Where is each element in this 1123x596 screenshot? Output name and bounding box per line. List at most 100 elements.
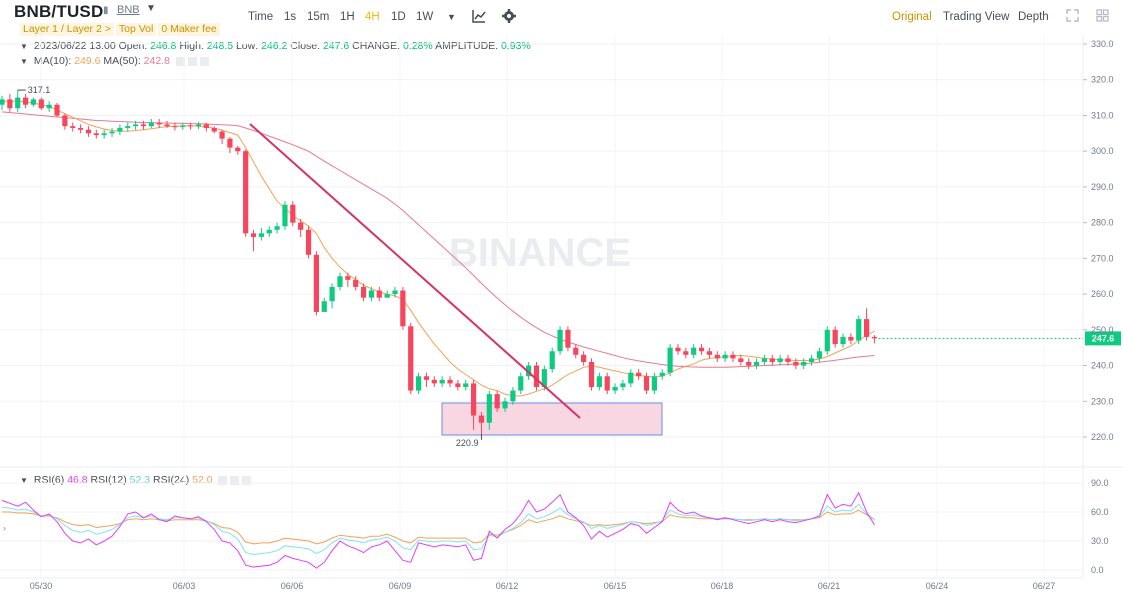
rsi-settings-icon[interactable] bbox=[230, 475, 240, 485]
price-tick-label: 240.0 bbox=[1091, 361, 1114, 371]
candle-body bbox=[549, 351, 555, 370]
candle-body bbox=[691, 347, 697, 355]
candle-body bbox=[15, 97, 21, 109]
low-marker-label: 220.9 bbox=[456, 438, 479, 448]
chart-grid bbox=[0, 36, 1123, 579]
ohlc-info-line: ▼ 2023/06/22 13:00 Open: 246.8 High: 248.… bbox=[20, 40, 531, 52]
candle-body bbox=[101, 133, 107, 136]
candle-body bbox=[651, 376, 657, 391]
candle-body bbox=[290, 204, 296, 223]
candle-body bbox=[832, 329, 838, 345]
candle-body bbox=[392, 290, 398, 295]
candle-body bbox=[298, 222, 304, 230]
candle-body bbox=[746, 361, 752, 366]
rsi-info-line: ▼ RSI(6) 46.8 RSI(12) 52.3 RSI(24) 52.0 bbox=[20, 474, 252, 486]
ma-info-line: ▼ MA(10): 249.6 MA(50): 242.8 bbox=[20, 55, 209, 67]
candle-body bbox=[46, 104, 52, 109]
candle-body bbox=[706, 351, 712, 355]
date-tick-label: 06/18 bbox=[711, 581, 734, 591]
view-trading-view[interactable]: Trading View bbox=[943, 11, 1010, 23]
ma-visibility-icon[interactable] bbox=[175, 56, 185, 66]
ma10-line bbox=[2, 100, 875, 397]
tag-top-vol[interactable]: Top Vol bbox=[115, 23, 157, 36]
rsi12-value: 52.3 bbox=[129, 474, 151, 486]
interval-more-icon[interactable]: ▼ bbox=[447, 12, 456, 22]
price-tick-label: 320.0 bbox=[1091, 75, 1114, 85]
indicator-icon[interactable] bbox=[472, 9, 486, 23]
interval-4h[interactable]: 4H bbox=[365, 11, 380, 23]
close-label: Close: bbox=[290, 40, 321, 52]
current-price-tag bbox=[1085, 331, 1121, 346]
ma10-label: MA(10): bbox=[33, 55, 72, 67]
candle-body bbox=[22, 97, 29, 105]
price-tick-label: 270.0 bbox=[1091, 253, 1114, 263]
rsi-collapse-caret-icon[interactable]: ▼ bbox=[20, 476, 28, 485]
candle-body bbox=[824, 329, 830, 352]
interval-1d[interactable]: 1D bbox=[391, 11, 406, 23]
candle-body bbox=[235, 147, 241, 152]
candle-body bbox=[683, 351, 689, 355]
candle-body bbox=[801, 361, 807, 366]
candle-body bbox=[628, 372, 634, 384]
ma-close-icon[interactable] bbox=[199, 56, 209, 66]
settings-gear-icon[interactable] bbox=[502, 9, 516, 23]
candle-body bbox=[620, 383, 626, 387]
close-value: 247.6 bbox=[322, 40, 350, 52]
price-tick-label: 310.0 bbox=[1091, 110, 1114, 120]
rsi-visibility-icon[interactable] bbox=[218, 475, 228, 485]
candle-body bbox=[125, 126, 131, 128]
view-depth[interactable]: Depth bbox=[1018, 11, 1049, 23]
tag-icon: ▮ bbox=[103, 5, 109, 16]
candle-body bbox=[164, 124, 170, 127]
price-tick-label: 220.0 bbox=[1091, 432, 1114, 442]
base-asset-link[interactable]: BNB bbox=[117, 4, 140, 16]
candles bbox=[0, 90, 878, 434]
candle-body bbox=[188, 125, 194, 127]
candle-body bbox=[871, 336, 878, 339]
candle-body bbox=[203, 124, 209, 128]
ma50-value: 242.8 bbox=[143, 55, 170, 67]
candle-body bbox=[777, 358, 783, 362]
interval-1w[interactable]: 1W bbox=[416, 11, 434, 23]
candle-body bbox=[423, 376, 430, 380]
rsi-tick-label: 0.0 bbox=[1091, 565, 1104, 575]
candle-body bbox=[360, 286, 367, 298]
candle-body bbox=[753, 361, 760, 366]
candle-body bbox=[0, 99, 5, 105]
rsi12-label: RSI(12) bbox=[90, 474, 127, 486]
interval-1s[interactable]: 1s bbox=[284, 11, 297, 23]
ma-settings-icon[interactable] bbox=[187, 56, 197, 66]
collapse-caret-icon[interactable]: ▼ bbox=[20, 42, 28, 51]
pair-tags: Layer 1 / Layer 2 > Top Vol 0 Maker fee bbox=[20, 23, 222, 36]
price-tick-label: 260.0 bbox=[1091, 289, 1114, 299]
candle-body bbox=[588, 361, 595, 387]
rsi-close-icon[interactable] bbox=[242, 475, 252, 485]
candle-body bbox=[840, 336, 846, 345]
rsi-tick-label: 60.0 bbox=[1091, 507, 1109, 517]
candle-body bbox=[321, 301, 327, 312]
tag-layer[interactable]: Layer 1 / Layer 2 > bbox=[20, 23, 114, 36]
view-original[interactable]: Original bbox=[892, 11, 932, 23]
interval-1h[interactable]: 1H bbox=[340, 11, 355, 23]
candle-body bbox=[85, 129, 92, 134]
top-bar: BNB/TUSD ▮ BNB ▼ Layer 1 / Layer 2 > Top … bbox=[0, 0, 1123, 36]
candle-body bbox=[494, 394, 500, 409]
pair-dropdown-icon[interactable]: ▼ bbox=[146, 3, 156, 14]
candle-body bbox=[463, 383, 469, 387]
candle-body bbox=[337, 276, 343, 287]
candle-body bbox=[738, 358, 744, 362]
interval-15m[interactable]: 15m bbox=[307, 11, 330, 23]
candle-body bbox=[471, 383, 477, 416]
interval-time[interactable]: Time bbox=[248, 11, 274, 23]
price-tick-label: 250.0 bbox=[1091, 325, 1114, 335]
layout-grid-icon[interactable] bbox=[1096, 9, 1109, 22]
pair-title[interactable]: BNB/TUSD bbox=[14, 2, 104, 21]
date-tick-label: 06/06 bbox=[281, 581, 304, 591]
ma-collapse-caret-icon[interactable]: ▼ bbox=[20, 57, 28, 66]
candle-body bbox=[117, 127, 123, 132]
candle-body bbox=[612, 386, 618, 391]
candle-body bbox=[518, 376, 524, 391]
fullscreen-icon[interactable] bbox=[1066, 9, 1079, 22]
tag-maker-fee[interactable]: 0 Maker fee bbox=[158, 23, 220, 36]
candle-body bbox=[447, 379, 453, 384]
